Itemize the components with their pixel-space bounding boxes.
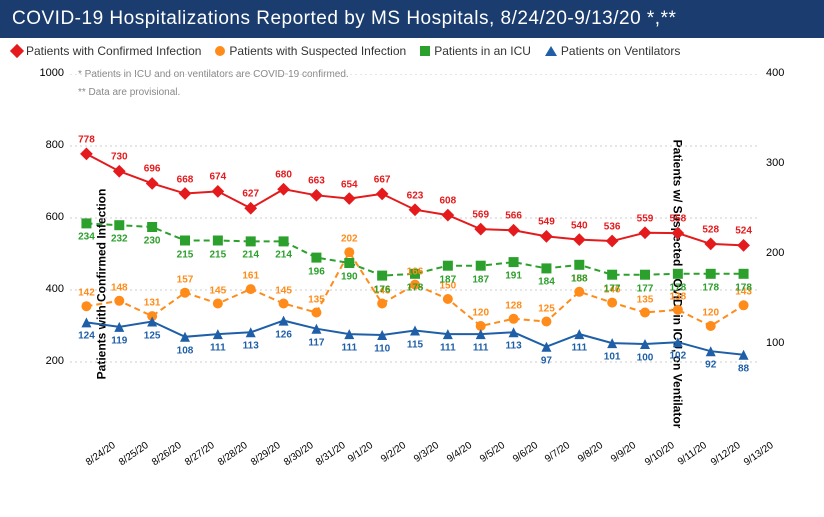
y-tick-left: 200	[34, 355, 64, 367]
triangle-icon	[545, 46, 557, 56]
y-tick-right: 100	[766, 337, 796, 349]
legend-suspected: Patients with Suspected Infection	[215, 44, 406, 58]
x-tick: 9/3/20	[412, 440, 441, 465]
x-tick: 8/24/20	[84, 440, 118, 468]
y-tick-right: 300	[766, 157, 796, 169]
diamond-icon	[10, 44, 24, 58]
legend-label: Patients on Ventilators	[561, 44, 680, 58]
x-tick: 8/30/20	[282, 440, 316, 468]
x-tick: 9/10/20	[643, 440, 677, 468]
y-tick-left: 1000	[34, 67, 64, 79]
legend-label: Patients in an ICU	[434, 44, 531, 58]
x-tick: 8/26/20	[150, 440, 184, 468]
x-tick: 9/4/20	[445, 440, 474, 465]
x-tick: 9/7/20	[543, 440, 572, 465]
chart-container: * Patients in ICU and on ventilators are…	[0, 64, 824, 504]
y-tick-left: 600	[34, 211, 64, 223]
x-tick: 8/29/20	[249, 440, 283, 468]
x-tick: 9/11/20	[676, 440, 709, 468]
x-tick: 9/13/20	[742, 440, 776, 468]
x-tick: 8/25/20	[117, 440, 151, 468]
circle-icon	[215, 46, 225, 56]
legend-confirmed: Patients with Confirmed Infection	[12, 44, 201, 58]
x-tick: 9/1/20	[346, 440, 375, 465]
x-tick: 9/5/20	[478, 440, 507, 465]
legend-icu: Patients in an ICU	[420, 44, 531, 58]
legend: Patients with Confirmed Infection Patien…	[0, 38, 824, 64]
x-tick: 8/31/20	[314, 440, 348, 468]
x-tick: 9/12/20	[709, 440, 743, 468]
legend-label: Patients with Confirmed Infection	[26, 44, 201, 58]
x-tick: 8/28/20	[216, 440, 250, 468]
y-tick-left: 400	[34, 283, 64, 295]
plot-area	[70, 74, 760, 434]
x-tick: 8/27/20	[183, 440, 217, 468]
y-tick-right: 400	[766, 67, 796, 79]
y-tick-right: 200	[766, 247, 796, 259]
legend-vent: Patients on Ventilators	[545, 44, 680, 58]
x-tick: 9/2/20	[379, 440, 408, 465]
y-tick-left: 800	[34, 139, 64, 151]
x-tick: 9/9/20	[609, 440, 638, 465]
chart-title: COVID-19 Hospitalizations Reported by MS…	[0, 0, 824, 38]
x-tick: 9/8/20	[576, 440, 605, 465]
x-tick: 9/6/20	[511, 440, 540, 465]
legend-label: Patients with Suspected Infection	[229, 44, 406, 58]
square-icon	[420, 46, 430, 56]
